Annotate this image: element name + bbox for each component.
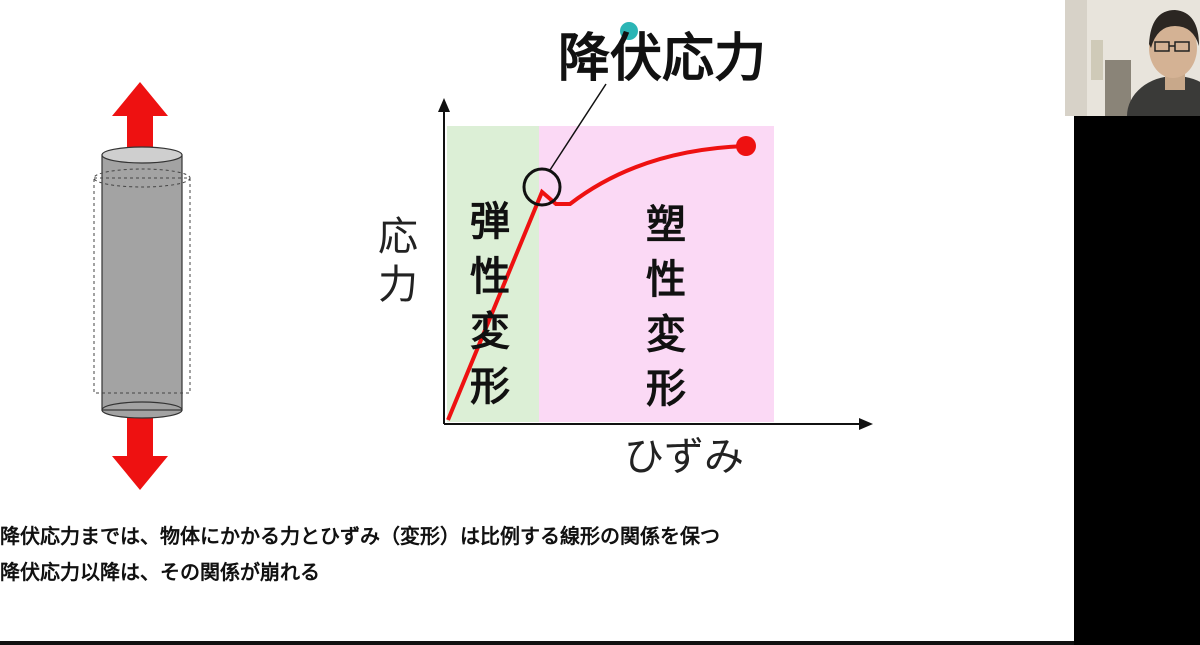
stress-strain-curve bbox=[446, 144, 746, 421]
cursor-dot bbox=[620, 22, 638, 40]
svg-text:形: 形 bbox=[646, 366, 686, 412]
webcam-feed bbox=[1065, 0, 1200, 116]
slide: 降伏応力 応 力 ひずみ 弾 性 変 形 塑 性 変 形 降伏応力までは、物体に… bbox=[0, 22, 873, 584]
svg-text:変: 変 bbox=[470, 309, 510, 355]
yield-leader-line bbox=[549, 83, 607, 171]
elastic-region bbox=[447, 126, 539, 422]
plastic-region bbox=[539, 126, 774, 422]
cylinder-specimen-icon bbox=[93, 146, 191, 419]
svg-text:形: 形 bbox=[470, 364, 510, 410]
caption-line-2: 降伏応力以降は、その関係が崩れる bbox=[0, 560, 320, 584]
svg-text:弾: 弾 bbox=[470, 199, 510, 245]
fracture-point bbox=[736, 136, 756, 156]
caption-line-1: 降伏応力までは、物体にかかる力とひずみ（変形）は比例する線形の関係を保つ bbox=[0, 524, 720, 548]
yield-point-circle bbox=[522, 167, 562, 207]
svg-text:性: 性 bbox=[646, 257, 686, 303]
diagram: 降伏応力 応 力 ひずみ 弾 性 変 形 塑 性 変 形 bbox=[93, 22, 873, 490]
chart-axes bbox=[438, 98, 873, 430]
slide-title: 降伏応力 bbox=[558, 29, 766, 89]
black-sidebar bbox=[1074, 116, 1200, 645]
plastic-region-label: 塑 性 変 形 bbox=[646, 202, 686, 412]
presenter-avatar bbox=[1065, 0, 1200, 116]
svg-text:塑: 塑 bbox=[646, 202, 686, 248]
y-axis-label-1: 応 bbox=[378, 214, 418, 260]
svg-text:変: 変 bbox=[646, 312, 686, 358]
tension-arrows-icon bbox=[112, 82, 168, 490]
x-axis-label: ひずみ bbox=[624, 434, 744, 480]
elastic-region-label: 弾 性 変 形 bbox=[470, 199, 510, 410]
bottom-border bbox=[0, 641, 1074, 645]
svg-text:性: 性 bbox=[470, 254, 510, 300]
y-axis-label-2: 力 bbox=[378, 262, 418, 308]
